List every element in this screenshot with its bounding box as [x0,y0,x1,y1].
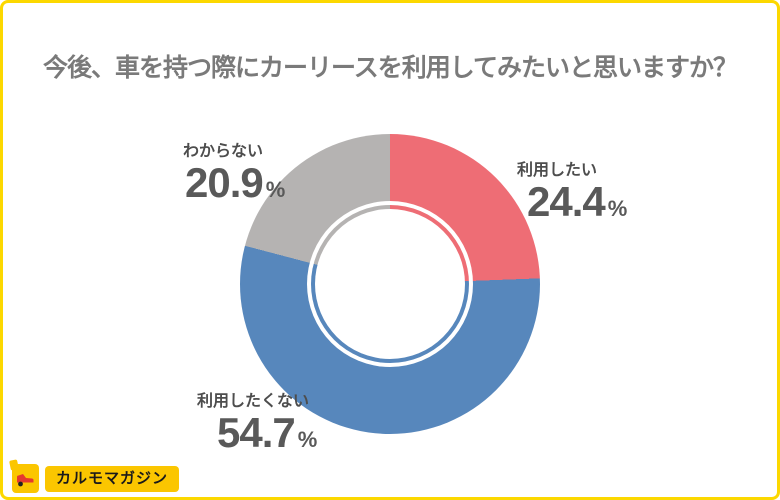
segment-value-row: 20.9 % [185,159,286,206]
segment-value: 24.4 [527,178,606,225]
car-icon [9,459,39,493]
segment-value: 54.7 [217,409,296,456]
segment-annotation-riyoushitai: 利用したい 24.4 % [517,156,627,224]
car-glyph [17,474,34,487]
segment-unit: % [297,427,318,452]
segment-value-row: 24.4 % [527,178,628,225]
donut-inner-ring-hole [315,209,465,359]
segment-unit: % [607,196,628,221]
segment-label: 利用したくない [197,393,310,410]
segment-value: 20.9 [185,159,264,206]
segment-value-row: 54.7 % [217,409,318,456]
segment-label: 利用したい [517,162,598,179]
site-logo[interactable]: カルモマガジン [9,459,180,493]
donut-hole [307,201,473,367]
segment-annotation-wakaranai: わからない 20.9 % [183,137,285,205]
chart-title: 今後、車を持つ際にカーリースを利用してみたいと思いますか？ [42,54,738,82]
segment-annotation-riyoushitakunai: 利用したくない 54.7 % [197,387,317,455]
segment-unit: % [265,177,286,202]
segment-label: わからない [183,143,264,160]
logo-badge: カルモマガジン [45,465,180,492]
donut-inner-ring [311,205,469,363]
donut-chart [240,134,540,434]
